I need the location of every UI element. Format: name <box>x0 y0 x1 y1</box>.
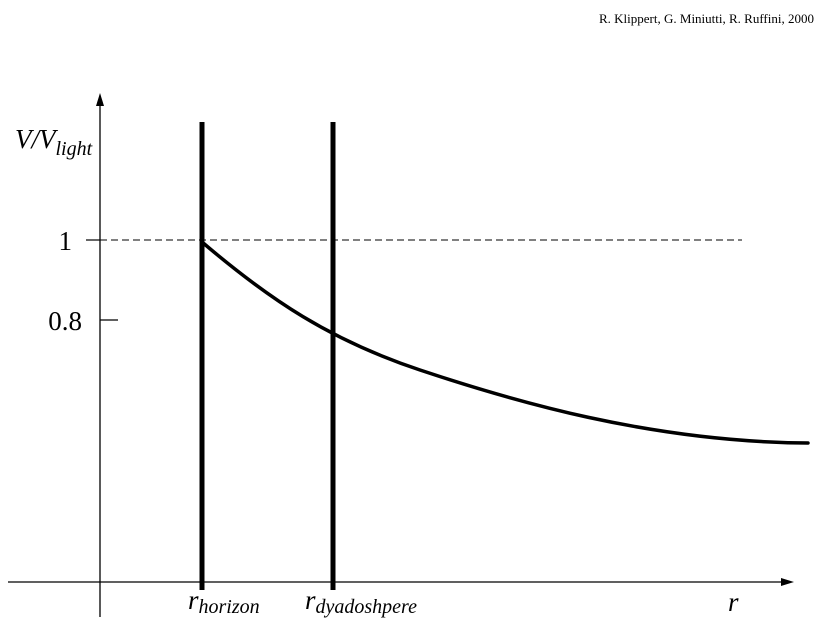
horizon-label-main: r <box>188 585 199 615</box>
x-axis-label: r <box>728 587 739 617</box>
credit-text: R. Klippert, G. Miniutti, R. Ruffini, 20… <box>599 11 814 26</box>
y-axis-label-sub: light <box>56 138 93 160</box>
y-axis-arrowhead <box>96 93 104 106</box>
velocity-curve <box>200 240 810 445</box>
y-tick-label-1: 1 <box>59 226 73 256</box>
dyadosphere-label-sub: dyadoshpere <box>316 596 418 618</box>
dyadosphere-label-main: r <box>305 585 316 615</box>
y-axis-label: V/Vlight <box>15 124 93 160</box>
dyadosphere-label: rdyadoshpere <box>305 585 417 618</box>
horizon-label: rhorizon <box>188 585 260 618</box>
y-axis-label-main: V/V <box>15 124 59 154</box>
x-axis-arrowhead <box>781 578 794 586</box>
y-tick-label-0.8: 0.8 <box>48 306 82 336</box>
horizon-label-sub: horizon <box>199 596 260 618</box>
